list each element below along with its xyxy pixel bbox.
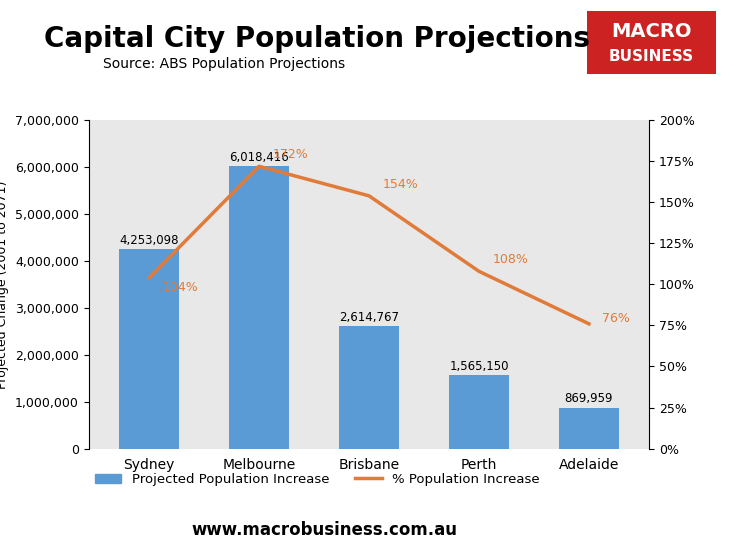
Bar [229, 166, 289, 449]
Bar [339, 326, 399, 449]
Text: www.macrobusiness.com.au: www.macrobusiness.com.au [192, 521, 458, 539]
Text: 154%: 154% [382, 178, 418, 191]
Text: Source: ABS Population Projections: Source: ABS Population Projections [103, 57, 345, 72]
Text: 6,018,416: 6,018,416 [229, 151, 289, 164]
Legend: Projected Population Increase, % Population Increase: Projected Population Increase, % Populat… [89, 468, 545, 491]
Bar [119, 249, 179, 449]
Text: 108%: 108% [492, 253, 528, 266]
Text: 172%: 172% [272, 148, 308, 161]
Text: 4,253,098: 4,253,098 [120, 234, 179, 247]
Bar [559, 408, 619, 449]
Text: 76%: 76% [602, 312, 630, 325]
Text: Capital City Population Projections: Capital City Population Projections [44, 25, 590, 53]
Text: 2,614,767: 2,614,767 [339, 311, 399, 324]
Text: MACRO: MACRO [611, 21, 692, 40]
Text: BUSINESS: BUSINESS [609, 49, 694, 64]
Text: 869,959: 869,959 [565, 392, 613, 405]
Text: 104%: 104% [162, 281, 198, 294]
Text: 1,565,150: 1,565,150 [449, 360, 508, 373]
Bar [449, 375, 509, 449]
Y-axis label: Projected Change (2001 to 2071): Projected Change (2001 to 2071) [0, 181, 10, 388]
